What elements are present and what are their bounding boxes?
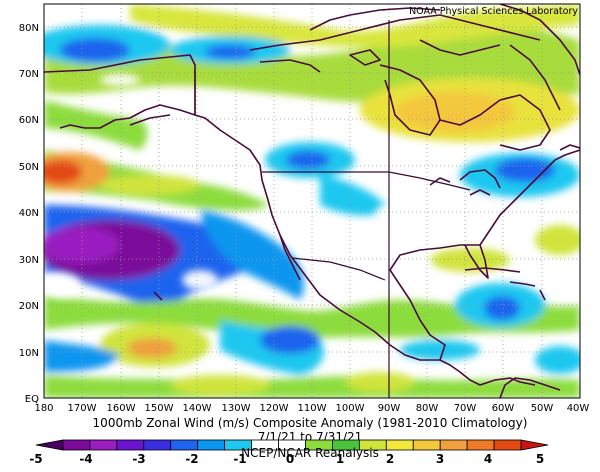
x-tick-label: 100W	[336, 403, 365, 414]
colorbar-label: -1	[233, 452, 246, 466]
y-tick-label: EQ	[25, 394, 39, 405]
y-tick-label: 50N	[19, 162, 39, 173]
y-tick-label: 80N	[19, 23, 39, 34]
colorbar-swatch	[116, 439, 145, 451]
colorbar-swatch	[466, 439, 495, 451]
colorbar-swatch	[170, 439, 199, 451]
colorbar-label: -4	[79, 452, 92, 466]
coastlines	[44, 4, 580, 398]
x-tick-label: 140W	[183, 403, 212, 414]
colorbar-label: -5	[29, 452, 42, 466]
y-tick-label: 30N	[19, 255, 39, 266]
y-tick-label: 60N	[19, 115, 39, 126]
y-axis-ticks: EQ 10N 20N 30N 40N 50N 60N 70N 80N	[19, 23, 39, 405]
colorbar-label: -3	[132, 452, 145, 466]
anomaly-field	[44, 4, 580, 398]
plot-frame	[43, 3, 581, 399]
x-tick-label: 110W	[298, 403, 327, 414]
x-tick-label: 80W	[416, 403, 439, 414]
x-tick-label: 120W	[260, 403, 289, 414]
borders	[194, 20, 471, 398]
x-tick-label: 130W	[222, 403, 251, 414]
x-tick-label: 40W	[567, 403, 590, 414]
colorbar-swatch	[197, 439, 226, 451]
y-tick-label: 20N	[19, 301, 39, 312]
y-tick-label: 10N	[19, 348, 39, 359]
colorbar-swatch	[493, 439, 522, 451]
x-tick-label: 70W	[454, 403, 477, 414]
colorbar-swatch	[439, 439, 468, 451]
colorbar-labels: -5 -4 -3 -2 -1 0 1 2 3 4 5	[29, 452, 544, 466]
x-tick-label: 180	[34, 403, 53, 414]
credit-label: NOAA Physical Sciences Laboratory	[409, 6, 578, 17]
map-title: 1000mb Zonal Wind (m/s) Composite Anomal…	[93, 416, 528, 430]
y-tick-label: 40N	[19, 208, 39, 219]
colorbar-label: 1	[336, 452, 344, 466]
x-tick-label: 50W	[531, 403, 554, 414]
colorbar-swatch	[143, 439, 172, 451]
colorbar-swatch	[62, 439, 91, 451]
plot-area	[44, 4, 580, 398]
colorbar-swatch	[89, 439, 118, 451]
x-tick-label: 170W	[68, 403, 97, 414]
colorbar-label: 2	[386, 452, 394, 466]
x-tick-label: 60W	[492, 403, 515, 414]
colorbar-swatch	[520, 439, 549, 451]
x-axis-ticks: 180 170W 160W 150W 140W 130W 120W 110W 1…	[34, 403, 589, 414]
source-label: NCEP/NCAR Reanalysis	[241, 446, 379, 460]
colorbar-label: 4	[484, 452, 492, 466]
colorbar-swatch	[385, 439, 414, 451]
colorbar	[35, 439, 549, 451]
x-tick-label: 160W	[107, 403, 136, 414]
x-tick-label: 150W	[145, 403, 174, 414]
colorbar-label: 3	[436, 452, 444, 466]
colorbar-label: 5	[536, 452, 544, 466]
x-tick-label: 90W	[378, 403, 401, 414]
colorbar-swatch	[35, 439, 64, 451]
y-tick-label: 70N	[19, 69, 39, 80]
colorbar-swatch	[412, 439, 441, 451]
colorbar-label: -2	[185, 452, 198, 466]
colorbar-label: 0	[286, 452, 294, 466]
